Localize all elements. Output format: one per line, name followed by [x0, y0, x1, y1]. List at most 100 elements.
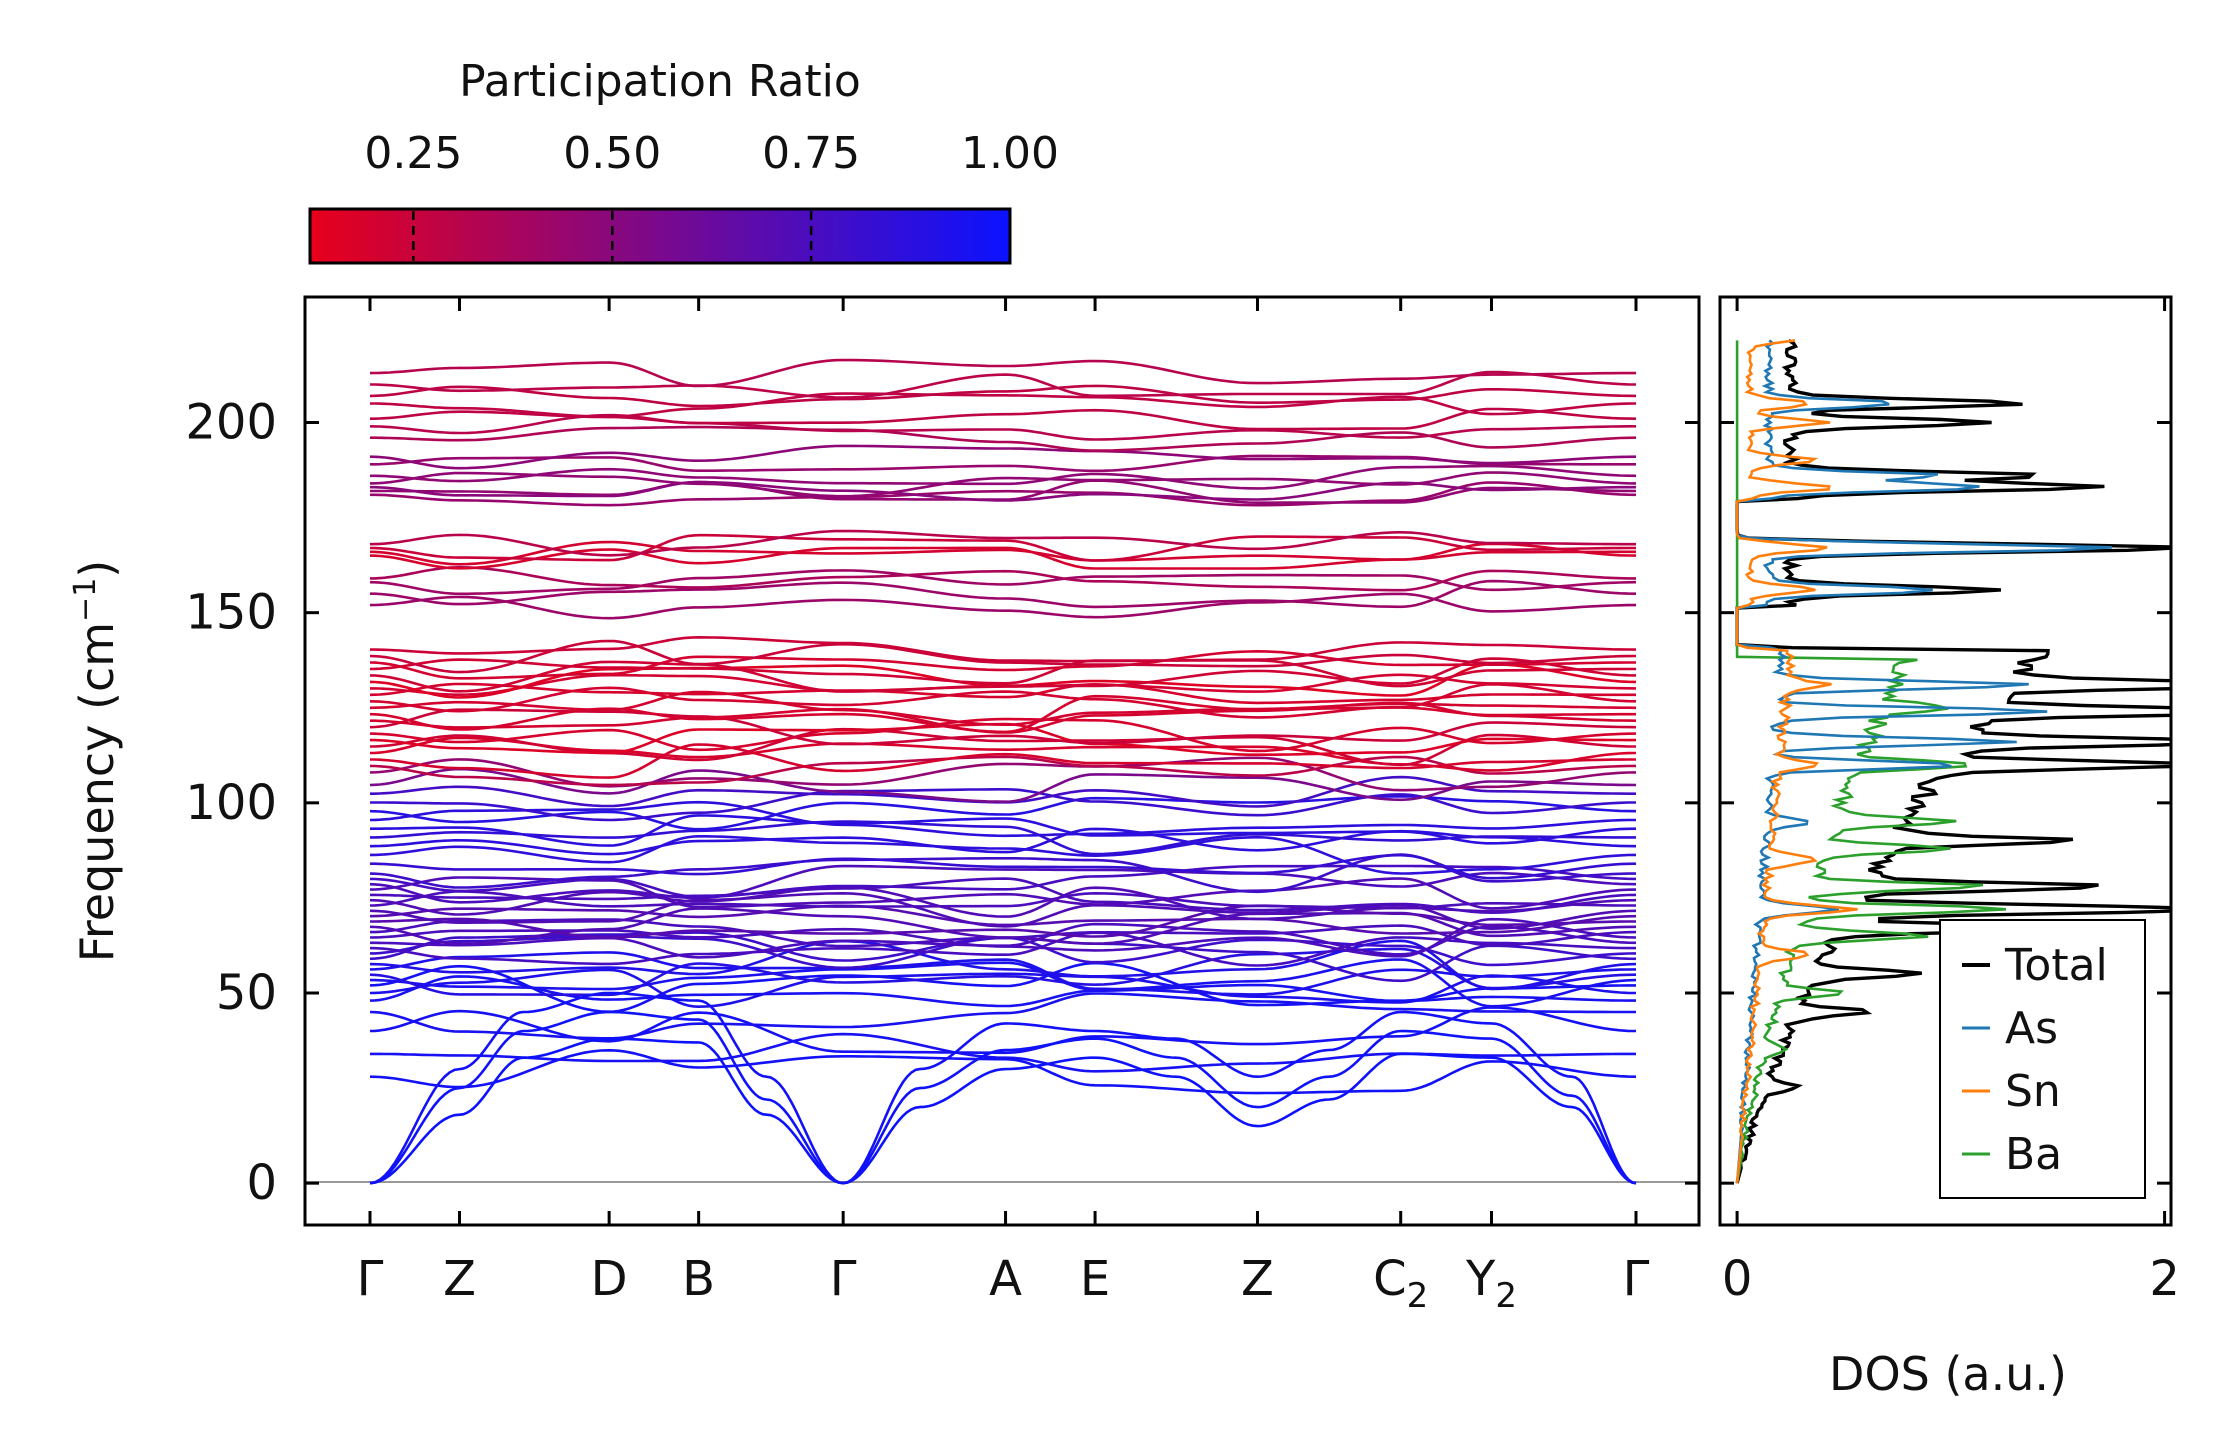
optical-band	[369, 864, 1637, 904]
optical-band	[369, 529, 1636, 557]
k-point-label: C2	[1373, 1251, 1428, 1316]
optical-band	[369, 413, 1636, 441]
colorbar-tick-label: 1.00	[961, 128, 1059, 179]
k-point-label: A	[989, 1251, 1022, 1307]
optical-band	[369, 717, 1637, 753]
colorbar: Participation Ratio 0.25 0.50 0.75 1.00	[308, 56, 1059, 265]
optical-band	[370, 814, 1637, 847]
optical-band	[369, 917, 1637, 958]
optical-band	[369, 682, 1637, 719]
dos-x-tick-label: 0	[1722, 1251, 1753, 1307]
y-tick-label: 150	[185, 585, 277, 641]
optical-band	[369, 947, 1637, 997]
optical-band	[370, 820, 1636, 856]
optical-band	[369, 444, 1637, 470]
k-point-label: Γ	[830, 1251, 857, 1307]
y-axis-label-main: Frequency (cm	[70, 622, 124, 962]
optical-band	[369, 708, 1637, 746]
optical-band	[370, 877, 1637, 915]
dos-curves	[1735, 338, 2171, 1184]
optical-band	[369, 992, 1636, 1040]
dos-plot-frame	[1718, 295, 2173, 1227]
optical-band	[369, 533, 1636, 562]
optical-band	[370, 904, 1636, 939]
optical-band	[369, 592, 1636, 620]
optical-band	[369, 756, 1637, 792]
acoustic-1	[369, 1037, 1637, 1185]
k-point-label: Y2	[1465, 1251, 1517, 1316]
optical-band	[369, 657, 1637, 693]
y-axis-label-unit-sup: −1	[68, 578, 103, 622]
optical-band	[370, 392, 1637, 418]
optical-band	[370, 835, 1637, 875]
optical-band	[369, 682, 1636, 705]
k-point-label: Z	[443, 1251, 476, 1307]
legend-label: Sn	[2005, 1066, 2061, 1117]
optical-band	[369, 827, 1637, 856]
dos-as-line	[1735, 339, 2112, 1184]
optical-band	[369, 471, 1637, 498]
optical-band	[370, 853, 1637, 880]
k-point-label: E	[1080, 1251, 1110, 1307]
dos-sn-line	[1735, 339, 1858, 1184]
optical-band	[369, 767, 1637, 804]
legend-label: Total	[2004, 940, 2108, 991]
optical-band	[370, 454, 1636, 473]
k-point-label: Z	[1241, 1251, 1274, 1307]
optical-band	[369, 904, 1637, 935]
optical-band	[369, 542, 1637, 570]
optical-band	[369, 649, 1636, 680]
y-tick-label: 100	[185, 775, 277, 831]
optical-band	[369, 864, 1637, 899]
band-structure-panel: 0 50 100 150 200 Γ Z D B Γ A E Z C2 Y2 Γ Frequency (cm…	[68, 295, 1701, 1316]
acoustic-3	[369, 991, 1637, 1185]
optical-band	[369, 569, 1637, 596]
k-point-label: Γ	[357, 1251, 384, 1307]
colorbar-label: Participation Ratio	[459, 56, 861, 107]
band-plot-frame	[303, 295, 1701, 1227]
k-point-label: B	[682, 1251, 715, 1307]
optical-band	[370, 565, 1636, 592]
optical-band	[369, 931, 1636, 967]
k-point-ticks: Γ Z D B Γ A E Z C2 Y2 Γ	[357, 297, 1650, 1316]
optical-band	[369, 658, 1636, 688]
dos-x-tick-label: 2	[2149, 1251, 2180, 1307]
legend-label: Ba	[2005, 1129, 2062, 1180]
colorbar-ticks: 0.25 0.50 0.75 1.00	[364, 128, 1059, 261]
optical-band	[369, 961, 1636, 1014]
dos-ba-line	[1735, 340, 2006, 1184]
optical-band	[369, 939, 1637, 991]
optical-band	[369, 755, 1637, 787]
dos-total-line	[1735, 338, 2171, 1184]
y-axis-label: Frequency (cm−1)	[68, 560, 124, 963]
optical-band	[370, 727, 1636, 767]
optical-band	[369, 853, 1636, 894]
optical-band	[370, 464, 1637, 490]
colorbar-tick-label: 0.75	[762, 128, 860, 179]
optical-band	[369, 891, 1637, 931]
k-point-label: Γ	[1623, 1251, 1650, 1307]
optical-band	[370, 481, 1637, 507]
optical-band	[370, 579, 1637, 609]
optical-band	[370, 635, 1637, 663]
optical-band	[369, 358, 1636, 388]
dos-legend: Total As Sn Ba	[1939, 919, 2146, 1199]
optical-band	[369, 795, 1637, 831]
optical-band	[369, 384, 1637, 408]
optical-band	[369, 800, 1636, 838]
colorbar-tick-label: 0.25	[364, 128, 462, 179]
colorbar-tick-label: 0.50	[563, 128, 661, 179]
phonon-bands	[369, 358, 1637, 1185]
colorbar-gradient	[308, 207, 1012, 265]
legend-label: As	[2005, 1003, 2058, 1054]
y-tick-label: 0	[246, 1155, 277, 1211]
optical-band	[370, 480, 1636, 502]
y-tick-label: 50	[216, 965, 277, 1021]
optical-band	[369, 1006, 1637, 1055]
optical-band	[369, 694, 1636, 734]
dos-x-axis-label: DOS (a.u.)	[1829, 1347, 2067, 1401]
acoustic-2	[369, 1010, 1637, 1185]
